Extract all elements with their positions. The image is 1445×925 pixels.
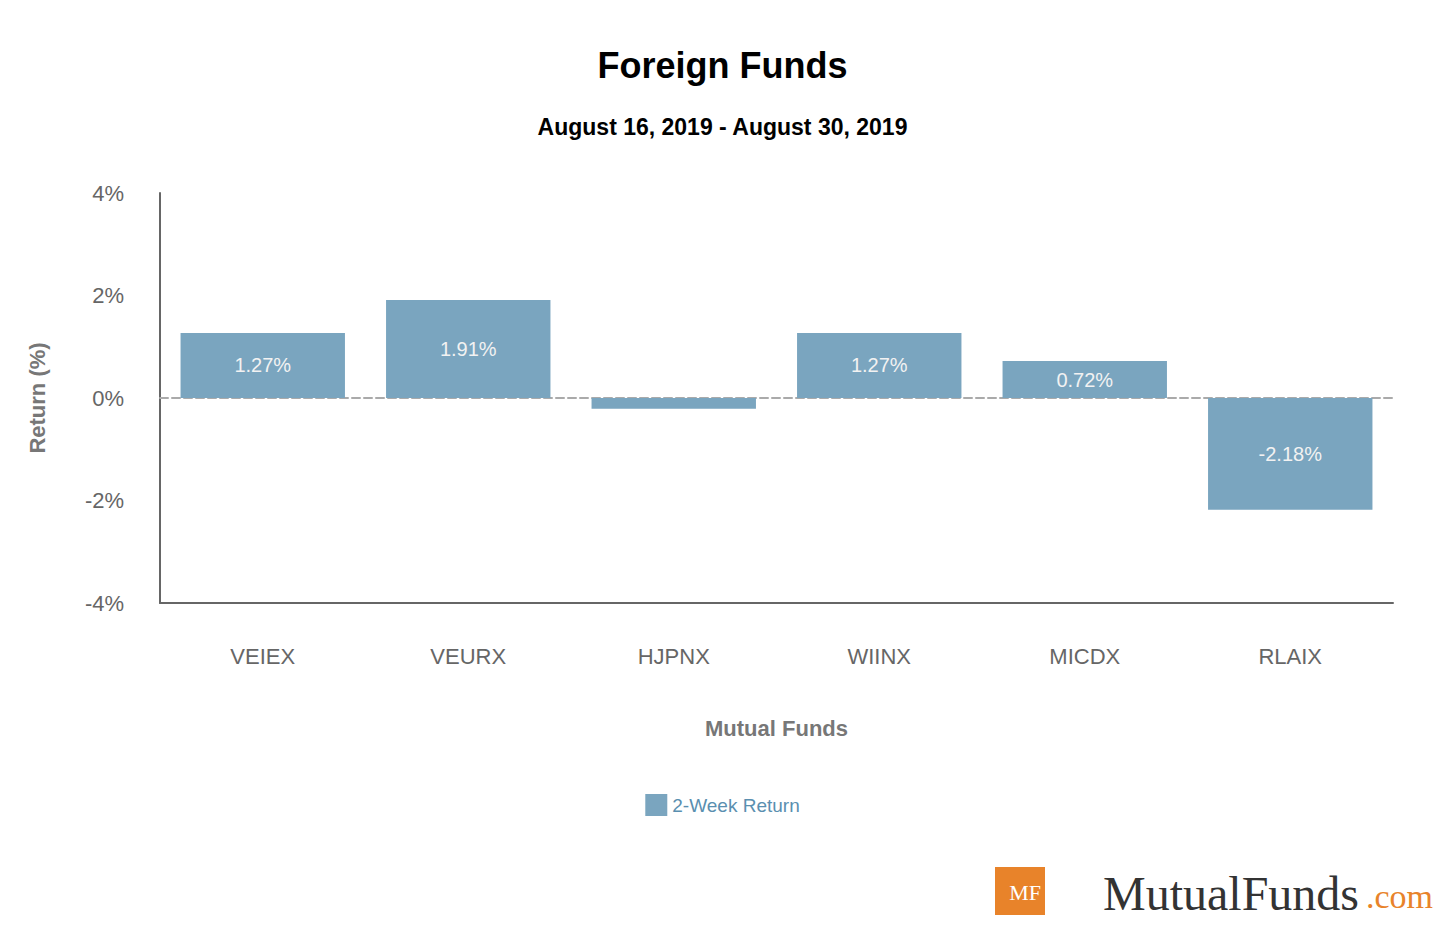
svg-text:RLAIX: RLAIX bbox=[1258, 644, 1322, 669]
svg-text:Mutual Funds: Mutual Funds bbox=[705, 716, 848, 741]
svg-text:2%: 2% bbox=[92, 283, 124, 308]
svg-text:MF: MF bbox=[1009, 880, 1041, 905]
svg-text:0.72%: 0.72% bbox=[1056, 369, 1113, 391]
svg-text:2-Week Return: 2-Week Return bbox=[672, 795, 799, 816]
svg-text:Return (%): Return (%) bbox=[25, 342, 50, 453]
svg-text:-2.18%: -2.18% bbox=[1259, 443, 1323, 465]
svg-text:0%: 0% bbox=[92, 386, 124, 411]
svg-text:-2%: -2% bbox=[85, 488, 124, 513]
svg-text:Foreign Funds: Foreign Funds bbox=[598, 45, 848, 86]
svg-text:4%: 4% bbox=[92, 181, 124, 206]
svg-text:VEIEX: VEIEX bbox=[230, 644, 295, 669]
svg-text:MICDX: MICDX bbox=[1049, 644, 1120, 669]
svg-text:1.27%: 1.27% bbox=[234, 354, 291, 376]
svg-text:1.27%: 1.27% bbox=[851, 354, 908, 376]
svg-text:MutualFunds: MutualFunds bbox=[1103, 867, 1359, 920]
svg-text:1.91%: 1.91% bbox=[440, 338, 497, 360]
svg-text:August 16, 2019 - August 30, 2: August 16, 2019 - August 30, 2019 bbox=[538, 114, 908, 140]
svg-text:.com: .com bbox=[1366, 878, 1433, 915]
svg-text:HJPNX: HJPNX bbox=[638, 644, 710, 669]
svg-text:WIINX: WIINX bbox=[847, 644, 911, 669]
svg-text:-4%: -4% bbox=[85, 591, 124, 616]
svg-text:VEURX: VEURX bbox=[430, 644, 506, 669]
